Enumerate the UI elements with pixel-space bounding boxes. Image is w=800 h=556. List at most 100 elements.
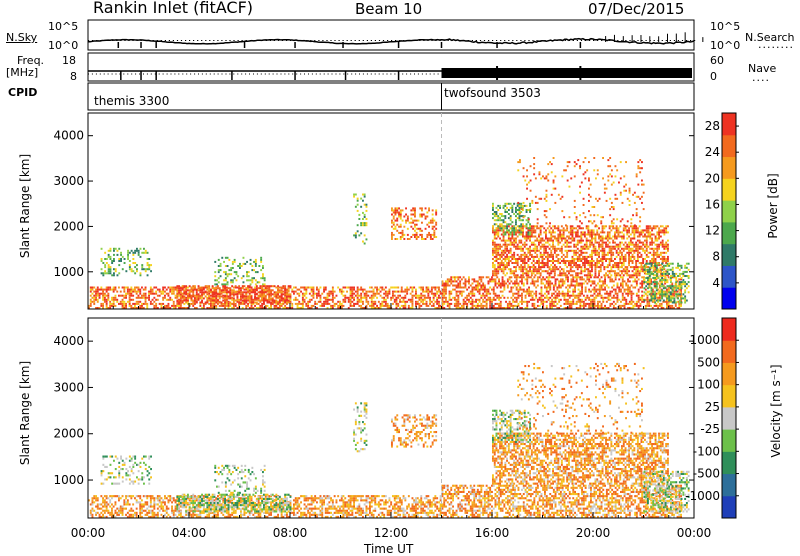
range-cell <box>295 299 297 301</box>
range-cell <box>214 275 216 277</box>
range-cell <box>120 291 122 293</box>
range-cell <box>408 305 410 307</box>
range-cell <box>504 211 506 213</box>
range-cell <box>520 229 522 231</box>
range-cell <box>180 305 182 307</box>
range-cell <box>614 242 616 244</box>
range-cell <box>572 274 574 276</box>
range-cell <box>504 215 506 217</box>
range-cell <box>503 252 505 254</box>
range-cell <box>633 231 635 233</box>
range-cell <box>438 301 440 303</box>
range-cell <box>233 302 235 304</box>
range-cell <box>110 266 112 268</box>
range-cell <box>655 240 657 242</box>
range-cell <box>561 256 563 258</box>
range-cell <box>93 287 95 289</box>
range-cell <box>610 225 612 227</box>
range-cell <box>178 287 180 289</box>
range-cell <box>586 227 588 229</box>
range-cell <box>424 295 426 297</box>
range-cell <box>675 305 677 307</box>
range-cell <box>560 280 562 282</box>
range-cell <box>97 299 99 301</box>
range-cell <box>628 229 630 231</box>
range-cell <box>510 289 512 291</box>
range-cell <box>445 287 447 289</box>
range-cell <box>554 227 556 229</box>
range-cell <box>394 291 396 293</box>
range-cell <box>302 301 304 303</box>
range-cell <box>522 234 524 236</box>
range-cell <box>531 274 533 276</box>
range-cell <box>533 285 535 287</box>
range-cell <box>500 283 502 285</box>
range-cell <box>586 225 588 227</box>
range-cell <box>644 258 646 260</box>
range-cell <box>399 295 401 297</box>
range-cell <box>472 295 474 297</box>
range-cell <box>497 272 499 274</box>
range-cell <box>309 293 311 295</box>
range-cell <box>571 280 573 282</box>
range-cell <box>603 256 605 258</box>
range-cell <box>497 250 499 252</box>
range-cell <box>210 297 212 299</box>
range-cell <box>395 207 397 209</box>
range-cell <box>136 303 138 305</box>
range-cell <box>577 264 579 266</box>
range-cell <box>136 293 138 295</box>
range-cell <box>208 285 210 287</box>
range-cell <box>162 291 164 293</box>
range-cell <box>433 220 435 222</box>
range-cell <box>624 280 626 282</box>
range-cell <box>208 303 210 305</box>
range-cell <box>628 254 630 256</box>
range-cell <box>520 242 522 244</box>
range-cell <box>492 264 494 266</box>
range-cell <box>185 302 187 304</box>
range-cell <box>295 287 297 289</box>
range-cell <box>556 256 558 258</box>
range-cell <box>624 305 626 307</box>
range-cell <box>357 204 359 206</box>
range-cell <box>321 305 323 307</box>
range-cell <box>479 276 481 278</box>
range-cell <box>653 258 655 260</box>
range-cell <box>524 254 526 256</box>
range-cell <box>616 229 618 231</box>
range-cell <box>551 299 553 301</box>
range-cell <box>486 291 488 293</box>
range-cell <box>419 295 421 297</box>
range-cell <box>262 265 264 267</box>
range-cell <box>259 293 261 295</box>
range-cell <box>226 289 228 291</box>
range-cell <box>229 291 231 293</box>
range-cell <box>600 236 602 238</box>
range-cell <box>369 291 371 293</box>
range-cell <box>486 303 488 305</box>
range-cell <box>510 217 512 219</box>
range-cell <box>595 236 597 238</box>
range-cell <box>499 246 501 248</box>
range-cell <box>313 287 315 289</box>
range-cell <box>364 224 366 226</box>
range-cell <box>552 256 554 258</box>
range-cell <box>261 303 263 305</box>
range-cell <box>641 229 643 231</box>
range-cell <box>226 302 228 304</box>
range-cell <box>629 303 631 305</box>
range-cell <box>499 258 501 260</box>
range-cell <box>491 289 493 291</box>
range-cell <box>459 291 461 293</box>
range-cell <box>148 297 150 299</box>
range-cell <box>130 287 132 289</box>
range-cell <box>541 303 543 305</box>
range-cell <box>219 302 221 304</box>
range-cell <box>254 305 256 307</box>
range-cell <box>106 305 108 307</box>
range-cell <box>253 261 255 263</box>
range-cell <box>597 276 599 278</box>
range-cell <box>212 305 214 307</box>
range-cell <box>488 297 490 299</box>
